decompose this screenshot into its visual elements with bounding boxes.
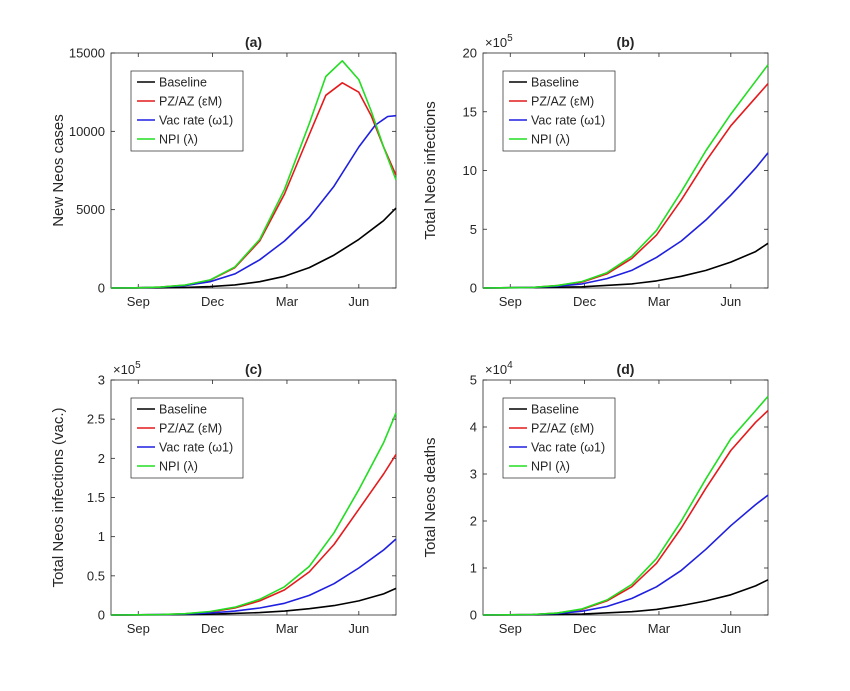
y-axis-label: Total Neos infections (422, 101, 439, 239)
y-tick-label: 5 (470, 222, 477, 237)
legend-entry: Baseline (531, 403, 579, 417)
series-line-baseline (482, 579, 769, 616)
legend: Baseline PZ/AZ (εM) Vac rate (ω1) NPI (λ) (502, 397, 616, 479)
legend-entry: NPI (λ) (531, 133, 570, 147)
panel-title: (b) (617, 34, 635, 50)
y-tick-label: 20 (463, 46, 477, 61)
y-axis-label: Total Neos deaths (422, 437, 439, 557)
legend: Baseline PZ/AZ (εM) Vac rate (ω1) NPI (λ) (502, 70, 616, 152)
y-axis-label: Total Neos infections (vac.) (50, 407, 67, 587)
legend-box (130, 70, 244, 152)
series-line-baseline (482, 242, 769, 289)
x-tick-label: Sep (127, 621, 150, 636)
legend-entry: PZ/AZ (εM) (531, 422, 594, 436)
y-tick-label: 10000 (69, 124, 105, 139)
x-tick-label: Jun (720, 621, 741, 636)
y-tick-label: 1.5 (87, 490, 105, 505)
y-tick-label: 2.5 (87, 412, 105, 427)
x-tick-label: Sep (127, 294, 150, 309)
panel-a: (a) Sep Dec Mar Jun 0 5000 10000 15000 New Neos c… (50, 34, 397, 309)
legend-entry: Baseline (531, 76, 579, 90)
legend-box (130, 397, 244, 479)
legend-entry: NPI (λ) (159, 460, 198, 474)
x-tick-label: Dec (201, 621, 225, 636)
legend: Baseline PZ/AZ (εM) Vac rate (ω1) NPI (λ) (130, 70, 244, 152)
legend-entry: Vac rate (ω1) (159, 114, 233, 128)
legend-entry: Vac rate (ω1) (531, 441, 605, 455)
y-tick-label: 0 (470, 608, 477, 623)
series-line-npi (110, 59, 397, 289)
legend-box (502, 70, 616, 152)
legend-box (502, 397, 616, 479)
y-tick-label: 5000 (76, 202, 105, 217)
y-tick-label: 2 (98, 451, 105, 466)
y-multiplier: ×105 (485, 33, 513, 50)
y-tick-label: 0 (98, 608, 105, 623)
legend-entry: Baseline (159, 403, 207, 417)
y-tick-label: 4 (470, 420, 477, 435)
legend-entry: Baseline (159, 76, 207, 90)
legend-entry: NPI (λ) (159, 133, 198, 147)
panel-c: (c) Sep Dec Mar Jun 0 0.5 1 1.5 2 2.5 3 ×105 Total Ne… (50, 360, 397, 636)
y-tick-label: 0 (470, 281, 477, 296)
y-tick-label: 1 (98, 529, 105, 544)
y-multiplier: ×104 (485, 360, 513, 377)
y-tick-label: 15000 (69, 46, 105, 61)
y-tick-label: 2 (470, 514, 477, 529)
panel-title: (d) (617, 361, 635, 377)
x-tick-label: Jun (720, 294, 741, 309)
legend-entry: PZ/AZ (εM) (159, 422, 222, 436)
y-tick-label: 1 (470, 561, 477, 576)
series-line-npi (110, 412, 397, 616)
legend-entry: Vac rate (ω1) (159, 441, 233, 455)
y-multiplier: ×105 (113, 360, 141, 377)
legend-entry: NPI (λ) (531, 460, 570, 474)
y-tick-label: 3 (470, 467, 477, 482)
x-tick-label: Jun (348, 621, 369, 636)
panel-title: (c) (245, 361, 262, 377)
x-tick-label: Dec (201, 294, 225, 309)
panel-b: (b) Sep Dec Mar Jun 0 5 10 15 20 ×105 Total Neos in… (422, 33, 769, 309)
legend-entry: PZ/AZ (εM) (531, 95, 594, 109)
x-tick-label: Mar (276, 621, 299, 636)
y-tick-label: 5 (470, 373, 477, 388)
x-tick-label: Jun (348, 294, 369, 309)
panel-d: (d) Sep Dec Mar Jun 0 1 2 3 4 5 ×104 Total Neos deat… (422, 360, 769, 636)
x-tick-label: Mar (648, 294, 671, 309)
y-tick-label: 10 (463, 163, 477, 178)
y-tick-label: 0 (98, 281, 105, 296)
y-axis-label: New Neos cases (50, 114, 67, 227)
y-tick-label: 15 (463, 104, 477, 119)
x-tick-label: Dec (573, 294, 597, 309)
x-tick-label: Dec (573, 621, 597, 636)
series-line-npi (482, 395, 769, 616)
series-line-npi (482, 64, 769, 289)
y-tick-label: 3 (98, 373, 105, 388)
legend-entry: Vac rate (ω1) (531, 114, 605, 128)
legend: Baseline PZ/AZ (εM) Vac rate (ω1) NPI (λ) (130, 397, 244, 479)
x-tick-label: Sep (499, 621, 522, 636)
legend-entry: PZ/AZ (εM) (159, 95, 222, 109)
x-tick-label: Sep (499, 294, 522, 309)
x-tick-label: Mar (276, 294, 299, 309)
y-tick-label: 0.5 (87, 568, 105, 583)
panel-title: (a) (245, 34, 262, 50)
x-tick-label: Mar (648, 621, 671, 636)
